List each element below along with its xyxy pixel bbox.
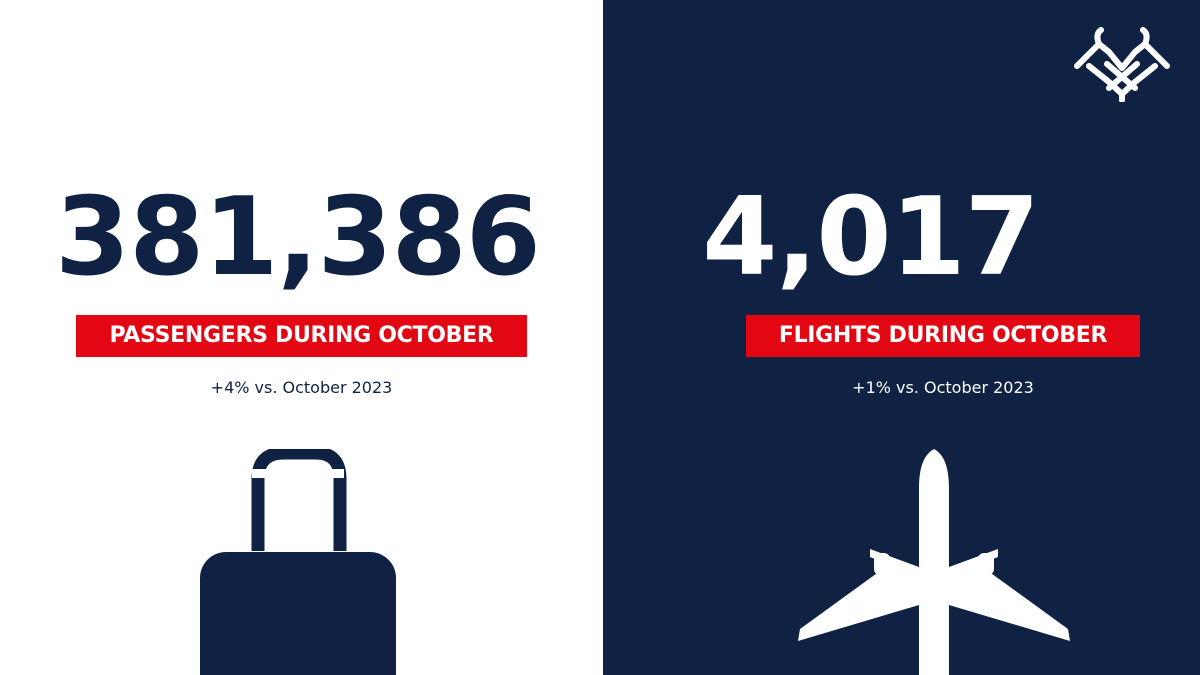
flights-comparison: +1% vs. October 2023 [852,378,1034,397]
double-eagle-logo-icon [1074,27,1170,102]
passengers-count: 381,386 [55,175,541,300]
passengers-label: PASSENGERS DURING OCTOBER [76,315,527,357]
suitcase-icon [200,449,396,675]
flights-count: 4,017 [702,175,1040,300]
flights-label: FLIGHTS DURING OCTOBER [746,315,1140,357]
flights-panel: 4,017 FLIGHTS DURING OCTOBER +1% vs. Oct… [603,0,1200,675]
passengers-comparison: +4% vs. October 2023 [210,378,393,397]
passengers-panel: 381,386 PASSENGERS DURING OCTOBER +4% vs… [55,175,541,675]
airplane-icon [798,449,1070,675]
